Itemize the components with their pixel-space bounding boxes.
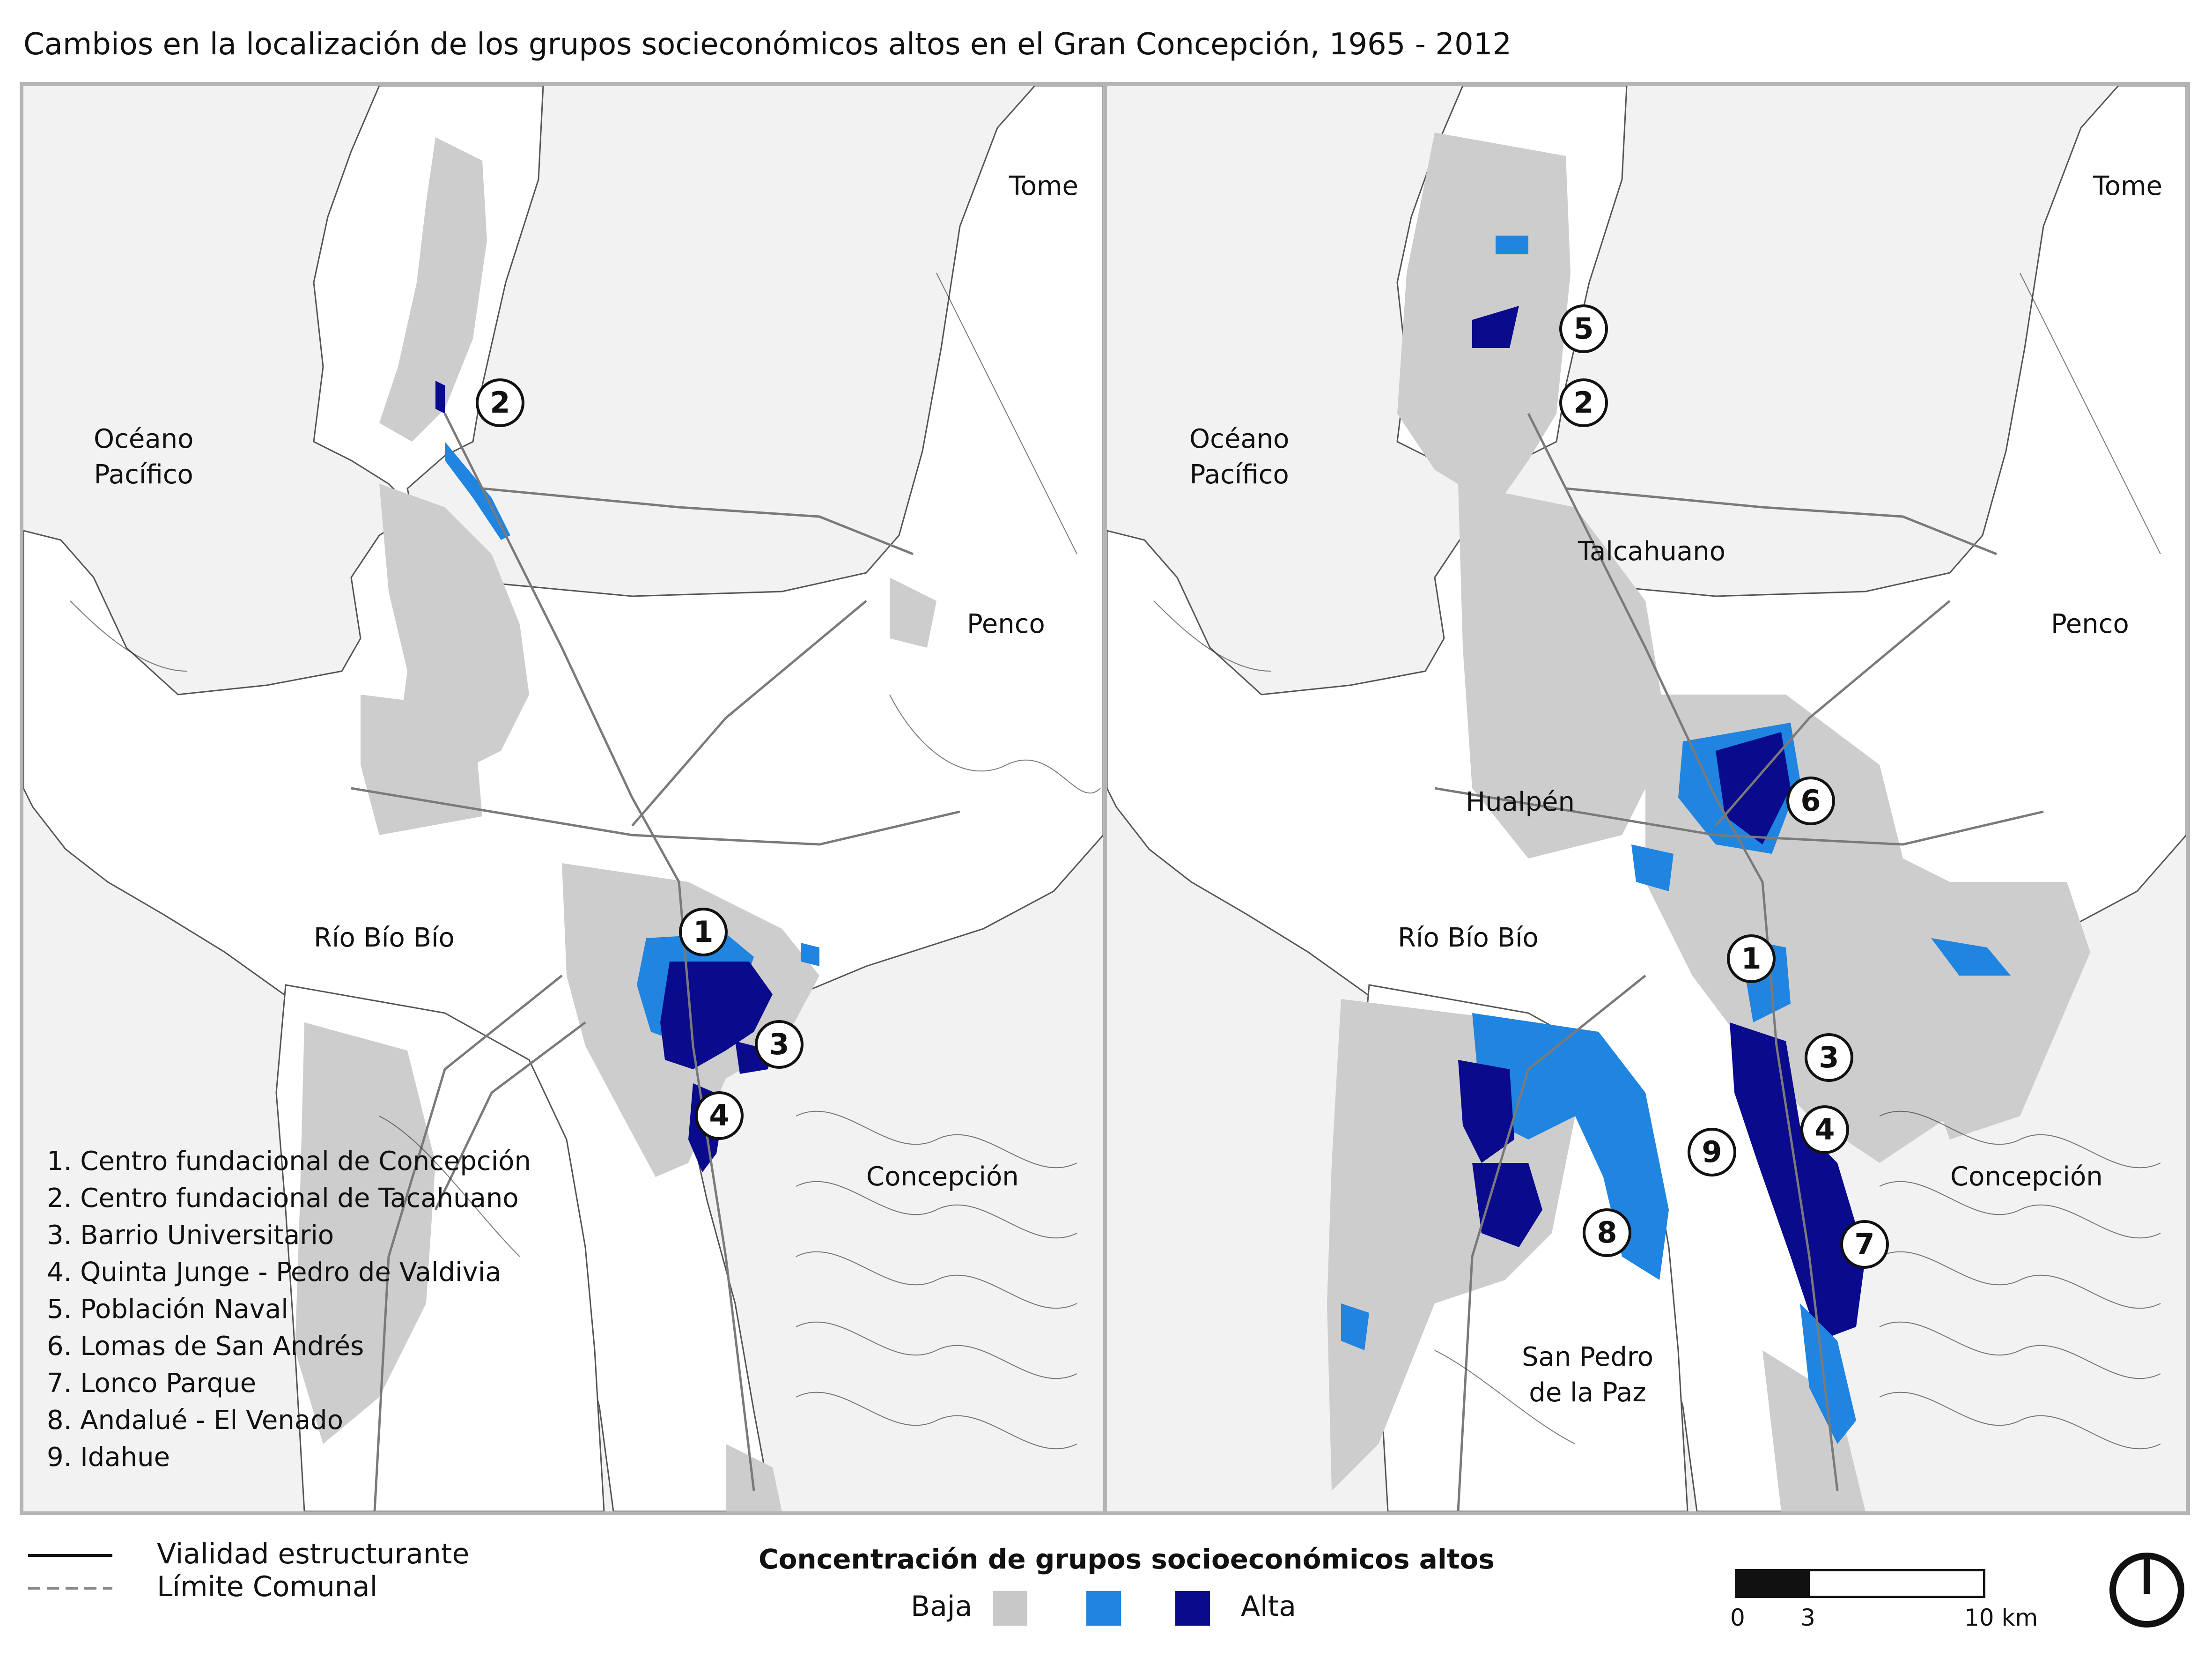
list-item: 1. Centro fundacional de Concepción xyxy=(47,1146,531,1177)
label-penco-right: Penco xyxy=(2051,609,2129,639)
list-item: 9. Idahue xyxy=(47,1442,170,1473)
list-item: 5. Población Naval xyxy=(47,1294,288,1325)
list-item: 2. Centro fundacional de Tacahuano xyxy=(47,1183,519,1214)
left-roads xyxy=(351,413,960,1511)
map-divider xyxy=(1103,82,1107,1515)
north-arrow-icon xyxy=(2109,1553,2184,1628)
list-item: 3. Barrio Universitario xyxy=(47,1220,334,1251)
swatch-high xyxy=(1175,1591,1210,1626)
scale-bar-fill xyxy=(1737,1571,1810,1596)
legend-high-label: Alta xyxy=(1241,1590,1297,1623)
badge-3-left: 3 xyxy=(755,1020,804,1069)
badge-3-right: 3 xyxy=(1805,1033,1853,1082)
legend-boundary-label: Límite Comunal xyxy=(157,1570,378,1603)
badge-1-left: 1 xyxy=(679,908,728,956)
list-item: 7. Lonco Parque xyxy=(47,1368,257,1399)
label-san-pedro-right: San Pedro de la Paz xyxy=(1522,1342,1653,1408)
badge-6-right: 6 xyxy=(1786,777,1835,825)
badge-5-right: 5 xyxy=(1559,304,1608,353)
right-map xyxy=(1106,86,2186,1511)
right-contours xyxy=(1153,273,2161,1450)
swatch-mid xyxy=(1086,1591,1121,1626)
badge-1-right: 1 xyxy=(1727,934,1776,983)
legend-concentration-title: Concentración de grupos socioeconómicos … xyxy=(759,1543,1495,1575)
list-item: 8. Andalué - El Venado xyxy=(47,1405,343,1436)
right-roads xyxy=(1434,413,2044,1511)
label-oceano-right: Océano Pacífico xyxy=(1189,424,1290,490)
label-talcahuano-right: Talcahuano xyxy=(1578,536,1725,567)
map-title: Cambios en la localización de los grupos… xyxy=(23,27,1512,62)
label-rio-left: Río Bío Bío xyxy=(314,923,455,953)
label-hualpen-right: Hualpén xyxy=(1466,787,1575,817)
left-contours xyxy=(70,273,1101,1450)
label-tome-left: Tome xyxy=(1009,171,1078,201)
badge-2-left: 2 xyxy=(476,378,524,427)
legend-road-label: Vialidad estructurante xyxy=(157,1538,470,1570)
swatch-low xyxy=(993,1591,1027,1626)
legend-line-symbols xyxy=(28,1554,112,1590)
label-tome-right: Tome xyxy=(2093,171,2162,201)
scale-bar xyxy=(1735,1569,1985,1598)
label-concepcion-left: Concepción xyxy=(866,1162,1019,1192)
scale-label-3: 3 xyxy=(1800,1604,1815,1631)
list-item: 6. Lomas de San Andrés xyxy=(47,1331,364,1362)
badge-9-right: 9 xyxy=(1688,1128,1736,1177)
numbered-place-list: 1. Centro fundacional de Concepción 2. C… xyxy=(47,1143,531,1476)
badge-8-right: 8 xyxy=(1583,1208,1631,1257)
badge-4-right: 4 xyxy=(1800,1105,1849,1154)
scale-label-10: 10 km xyxy=(1964,1604,2038,1631)
badge-4-left: 4 xyxy=(695,1091,744,1140)
badge-7-right: 7 xyxy=(1840,1220,1889,1269)
list-item: 4. Quinta Junge - Pedro de Valdivia xyxy=(47,1257,501,1288)
scale-label-0: 0 xyxy=(1730,1604,1745,1631)
left-land-north xyxy=(23,86,1104,1511)
label-oceano-left: Océano Pacífico xyxy=(94,424,194,490)
label-penco-left: Penco xyxy=(967,609,1045,639)
map-legend: Vialidad estructurante Límite Comunal Co… xyxy=(0,1515,2212,1665)
badge-2-right: 2 xyxy=(1559,378,1608,427)
label-rio-right: Río Bío Bío xyxy=(1398,923,1539,953)
label-concepcion-right: Concepción xyxy=(1950,1162,2103,1192)
legend-low-label: Baja xyxy=(911,1590,973,1623)
